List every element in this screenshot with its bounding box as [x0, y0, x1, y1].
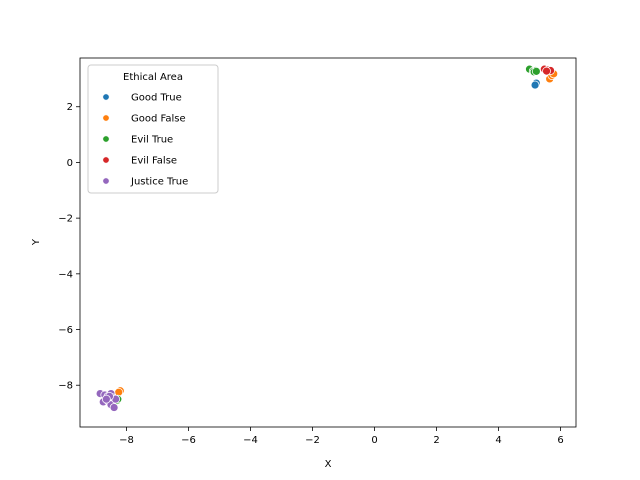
legend-label: Evil False: [131, 156, 177, 167]
plot-frame: [79, 57, 577, 428]
legend-marker: [102, 135, 110, 143]
y-axis: −8 −6 −4 −2 0 2: [58, 102, 80, 392]
x-tick-label: −8: [119, 435, 134, 446]
legend-marker: [102, 114, 110, 122]
legend-title: Ethical Area: [123, 72, 183, 83]
legend-label: Justice True: [130, 177, 188, 188]
data-point: [542, 66, 551, 76]
x-tick-label: 4: [495, 435, 501, 446]
x-tick-label: 0: [371, 435, 377, 446]
legend-box: [87, 64, 219, 194]
legend-label: Good False: [131, 114, 186, 125]
data-points: [95, 64, 559, 412]
y-tick-label: −4: [58, 269, 73, 280]
legend-label: Evil True: [131, 135, 173, 146]
legend-marker: [102, 93, 110, 101]
data-point: [530, 80, 540, 90]
x-tick-label: 2: [433, 435, 439, 446]
y-tick-label: 0: [67, 158, 73, 169]
y-tick-label: −6: [58, 325, 73, 336]
y-tick-label: −8: [58, 381, 73, 392]
legend-label: Good True: [131, 93, 182, 104]
legend-marker: [102, 177, 110, 185]
x-tick-label: −4: [243, 435, 258, 446]
data-point: [531, 66, 541, 76]
y-axis-label: Y: [31, 238, 42, 246]
data-point: [101, 394, 111, 404]
x-tick-label: −2: [305, 435, 320, 446]
legend: Ethical Area Good True Good False Evil Tru…: [87, 64, 219, 194]
x-axis: −8 −6 −4 −2 0 2 4 6: [119, 427, 564, 446]
x-tick-label: 6: [557, 435, 563, 446]
legend-marker: [102, 156, 110, 164]
x-axis-label: X: [325, 459, 332, 470]
y-tick-label: 2: [67, 102, 73, 113]
x-tick-label: −6: [181, 435, 196, 446]
legend-items: Good True Good False Evil True Evil False Ju…: [102, 93, 188, 188]
y-tick-label: −2: [58, 214, 73, 225]
data-point: [109, 403, 119, 412]
